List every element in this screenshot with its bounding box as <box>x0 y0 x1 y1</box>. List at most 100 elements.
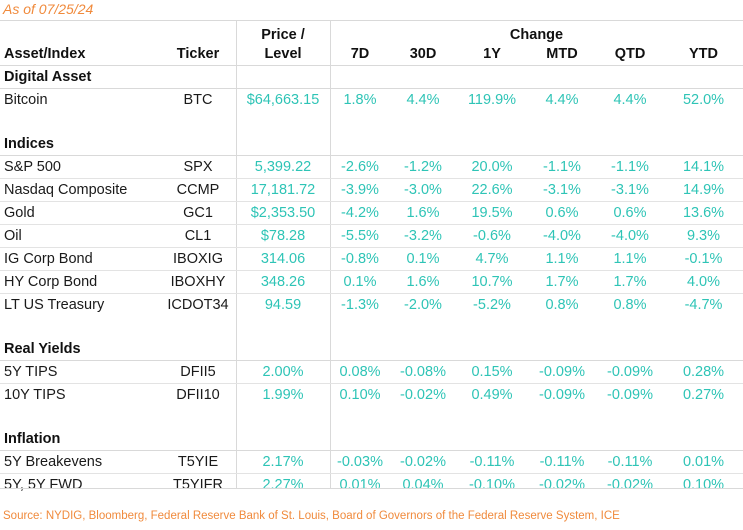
ticker-cell: GC1 <box>160 201 236 225</box>
change-1y-cell: 10.7% <box>456 270 528 294</box>
col-header-30d: 30D <box>409 46 437 62</box>
change-1y-cell: 22.6% <box>456 178 528 202</box>
price-cell: 348.26 <box>236 270 330 294</box>
asset-name-cell: Bitcoin <box>4 92 48 108</box>
asset-name-cell: Oil <box>0 224 160 248</box>
ticker-cell: SPX <box>160 155 236 179</box>
table-row: Nasdaq Composite CCMP 17,181.72 -3.9% -3.0% 2… <box>0 178 743 202</box>
market-performance-table: Price / Change Asset/Index Ticker Level … <box>0 21 743 496</box>
change-ytd-cell: 4.0% <box>664 270 743 294</box>
section-title: Inflation <box>0 428 743 451</box>
change-mtd-cell: -0.09% <box>528 360 596 384</box>
table-body: Digital Asset Bitcoin BTC $64,663.15 1.8% 4.4… <box>0 65 743 497</box>
source-note: Source: NYDIG, Bloomberg, Federal Reserv… <box>3 510 620 522</box>
table-row: S&P 500 SPX 5,399.22 -2.6% -1.2% 20.0% -1.1% -1… <box>0 155 743 179</box>
change-30d-cell: -3.0% <box>390 178 456 202</box>
price-cell: 17,181.72 <box>236 178 330 202</box>
ticker-cell: IBOXIG <box>160 247 236 271</box>
change-mtd-cell: -1.1% <box>528 155 596 179</box>
change-7d-cell: -5.5% <box>330 224 390 248</box>
table-row: 5Y Breakevens T5YIE 2.17% -0.03% -0.02% -0.11… <box>0 450 743 474</box>
change-mtd-cell: -0.02% <box>539 477 585 493</box>
asset-name-cell: S&P 500 <box>0 155 160 179</box>
asset-name-cell: 5Y TIPS <box>0 360 160 384</box>
change-7d-cell: 1.8% <box>343 92 377 108</box>
change-mtd-cell: 0.6% <box>528 201 596 225</box>
change-1y-cell: 19.5% <box>456 201 528 225</box>
change-qtd-cell: 0.8% <box>613 297 647 313</box>
change-30d-cell: -0.02% <box>400 387 446 403</box>
change-mtd-cell: 0.8% <box>545 297 579 313</box>
change-7d-cell: -3.9% <box>330 178 390 202</box>
asset-name-cell: HY Corp Bond <box>0 270 160 294</box>
table-row: 5Y TIPS DFII5 2.00% 0.08% -0.08% 0.15% -0.09% -… <box>0 360 743 384</box>
change-qtd-cell: -0.09% <box>596 360 664 384</box>
change-mtd-cell: 4.4% <box>545 92 579 108</box>
table-row: Bitcoin BTC $64,663.15 1.8% 4.4% 119.9% 4.4% 4.… <box>0 89 743 112</box>
change-ytd-cell: 9.3% <box>664 224 743 248</box>
change-1y-cell: -5.2% <box>473 297 511 313</box>
change-ytd-cell: 14.9% <box>664 178 743 202</box>
change-1y-cell: -0.10% <box>469 477 515 493</box>
asset-header: Asset/Index <box>4 46 86 62</box>
table-row: LT US Treasury ICDOT34 94.59 -1.3% -2.0% -5.2… <box>0 294 743 317</box>
table-row: 5Y, 5Y FWD T5YIFR 2.27% 0.01% 0.04% -0.10% -0.… <box>0 474 743 497</box>
section-header-row: Digital Asset <box>0 65 743 89</box>
change-ytd-cell: -0.1% <box>664 247 743 271</box>
change-30d-cell: 1.6% <box>390 270 456 294</box>
change-mtd-cell: -0.11% <box>528 450 596 474</box>
change-ytd-cell: 0.28% <box>664 360 743 384</box>
col-header-7d: 7D <box>350 46 370 62</box>
change-30d-cell: 1.6% <box>390 201 456 225</box>
ticker-cell: DFII5 <box>160 360 236 384</box>
header-row-top: Price / Change <box>0 21 743 43</box>
price-cell: $64,663.15 <box>246 92 320 108</box>
section-header-row: Inflation <box>0 428 743 451</box>
as-of-date: As of 07/25/24 <box>3 1 94 17</box>
price-header-line2: Level <box>264 46 302 62</box>
price-cell: 2.00% <box>236 360 330 384</box>
table-row: HY Corp Bond IBOXHY 348.26 0.1% 1.6% 10.7% 1.7… <box>0 270 743 294</box>
header-row: Asset/Index Ticker Level 7D 30D 1Y MTD Q… <box>0 43 743 66</box>
change-30d-cell: 0.1% <box>390 247 456 271</box>
change-qtd-cell: -0.09% <box>607 387 653 403</box>
ticker-cell: ICDOT34 <box>167 297 229 313</box>
change-1y-cell: -0.11% <box>456 450 528 474</box>
change-mtd-cell: 1.1% <box>528 247 596 271</box>
section-title: Real Yields <box>0 338 743 361</box>
change-qtd-cell: -0.11% <box>596 450 664 474</box>
change-mtd-cell: -4.0% <box>528 224 596 248</box>
section-spacer <box>0 316 743 338</box>
change-header: Change <box>509 27 564 43</box>
change-ytd-cell: 0.10% <box>682 477 725 493</box>
ticker-cell: CCMP <box>160 178 236 202</box>
change-30d-cell: -1.2% <box>390 155 456 179</box>
change-ytd-cell: 0.27% <box>682 387 725 403</box>
section-spacer <box>0 406 743 428</box>
asset-name-cell: 5Y Breakevens <box>0 450 160 474</box>
price-cell: 5,399.22 <box>236 155 330 179</box>
col-header-mtd: MTD <box>546 46 578 62</box>
change-30d-cell: -2.0% <box>404 297 442 313</box>
change-qtd-cell: 1.7% <box>596 270 664 294</box>
change-qtd-cell: 4.4% <box>613 92 647 108</box>
section-header-row: Indices <box>0 133 743 156</box>
ticker-header: Ticker <box>176 46 220 62</box>
change-30d-cell: -0.08% <box>390 360 456 384</box>
change-qtd-cell: -4.0% <box>596 224 664 248</box>
change-qtd-cell: -0.02% <box>607 477 653 493</box>
change-30d-cell: -0.02% <box>390 450 456 474</box>
change-7d-cell: -0.8% <box>330 247 390 271</box>
col-header-qtd: QTD <box>614 46 646 62</box>
change-ytd-cell: 14.1% <box>664 155 743 179</box>
ticker-cell: T5YIFR <box>173 477 223 493</box>
change-mtd-cell: -0.09% <box>539 387 585 403</box>
table-row: Gold GC1 $2,353.50 -4.2% 1.6% 19.5% 0.6% 0.6% 13… <box>0 201 743 225</box>
change-7d-cell: 0.1% <box>330 270 390 294</box>
col-header-ytd: YTD <box>689 46 718 62</box>
asset-name-cell: 5Y, 5Y FWD <box>4 477 83 493</box>
table-row: 10Y TIPS DFII10 1.99% 0.10% -0.02% 0.49% -0.09… <box>0 384 743 407</box>
change-1y-cell: -0.6% <box>456 224 528 248</box>
top-divider <box>0 20 743 21</box>
change-1y-cell: 4.7% <box>456 247 528 271</box>
